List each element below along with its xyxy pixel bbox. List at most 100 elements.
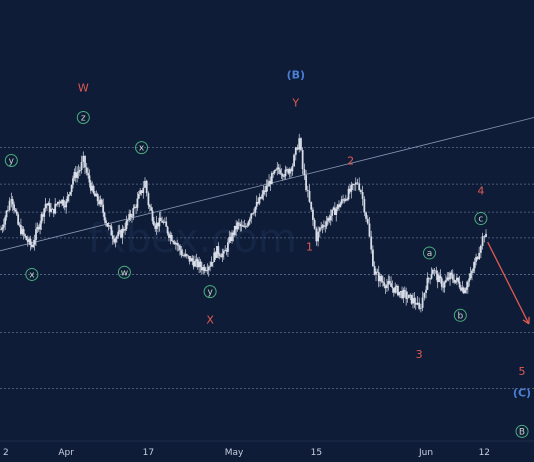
arrow-head-0 — [522, 319, 530, 325]
candle — [481, 232, 484, 250]
candle — [155, 215, 158, 235]
candle — [391, 280, 394, 293]
candle — [388, 275, 391, 285]
candle — [78, 166, 81, 177]
candle — [251, 212, 254, 215]
horizontal-levels — [0, 147, 534, 389]
candle — [453, 273, 456, 285]
candle — [265, 179, 268, 197]
x-tick-label: Jun — [418, 448, 433, 458]
candle — [85, 163, 88, 176]
candle — [283, 173, 286, 180]
candle — [383, 277, 386, 289]
candle — [161, 216, 164, 223]
candle — [211, 261, 214, 268]
wave-label: 3 — [416, 348, 423, 361]
candle — [136, 192, 139, 211]
candle — [303, 163, 306, 180]
wave-label: W — [78, 81, 89, 94]
candle — [52, 208, 55, 218]
candle — [379, 273, 382, 287]
candle — [338, 200, 340, 211]
wave-label: 5 — [519, 365, 526, 378]
candle — [185, 253, 188, 259]
candle — [220, 252, 222, 258]
candle — [446, 272, 449, 282]
candle — [202, 264, 205, 275]
candle — [308, 184, 311, 204]
candle — [261, 189, 264, 200]
candle — [436, 270, 439, 289]
candle — [77, 164, 80, 179]
wave-label-text: x — [139, 144, 145, 154]
candle — [63, 200, 66, 211]
wave-label: (C) — [513, 387, 531, 400]
candle — [157, 222, 159, 233]
candle — [469, 266, 472, 281]
candle — [340, 195, 343, 206]
candle — [293, 153, 295, 168]
candle — [132, 204, 135, 221]
candle — [419, 303, 422, 313]
candle — [466, 280, 469, 294]
wave-label-circle: B — [515, 424, 529, 438]
candle — [2, 218, 5, 232]
wave-label: 2 — [347, 155, 354, 168]
candle — [273, 169, 276, 175]
candle — [117, 225, 120, 239]
x-tick-label: 15 — [311, 448, 322, 458]
candle — [122, 226, 125, 233]
candle — [349, 183, 351, 194]
candle — [225, 247, 228, 256]
candle — [69, 191, 72, 196]
wave-label-text: b — [457, 311, 463, 321]
candle — [177, 242, 180, 251]
candle — [139, 187, 142, 196]
candle — [387, 275, 390, 291]
candle — [268, 174, 270, 187]
candle — [109, 224, 111, 230]
candle — [483, 235, 486, 243]
candle — [471, 269, 473, 281]
candle — [315, 226, 318, 246]
candle — [184, 249, 187, 258]
candle — [8, 197, 11, 212]
candle — [301, 147, 304, 175]
candle — [262, 185, 265, 201]
price-candles — [0, 133, 487, 313]
trendline — [0, 117, 534, 252]
candle — [191, 255, 194, 265]
candle — [305, 170, 307, 192]
candle — [159, 211, 162, 222]
candle — [51, 207, 54, 210]
candle — [443, 280, 446, 293]
candle — [380, 274, 383, 283]
candle — [176, 239, 179, 252]
candle — [40, 212, 43, 230]
candle — [87, 167, 89, 179]
candle — [237, 218, 240, 230]
candle — [266, 179, 269, 192]
candle — [145, 179, 148, 197]
candle — [154, 223, 157, 232]
candle — [464, 287, 467, 294]
candle — [50, 202, 52, 214]
candle — [354, 177, 357, 191]
candle — [327, 216, 329, 225]
candle — [46, 203, 48, 211]
candle — [373, 261, 376, 276]
candle — [451, 269, 454, 284]
candle — [399, 290, 402, 299]
candle — [418, 297, 421, 311]
candle — [317, 226, 319, 247]
candle — [214, 251, 217, 260]
candle — [169, 231, 172, 245]
candle — [58, 199, 61, 208]
candle — [333, 202, 336, 216]
candle — [401, 286, 403, 300]
candle — [76, 166, 79, 183]
candle — [479, 244, 482, 259]
candle — [339, 201, 342, 208]
candle — [152, 216, 155, 227]
candle — [200, 261, 203, 275]
